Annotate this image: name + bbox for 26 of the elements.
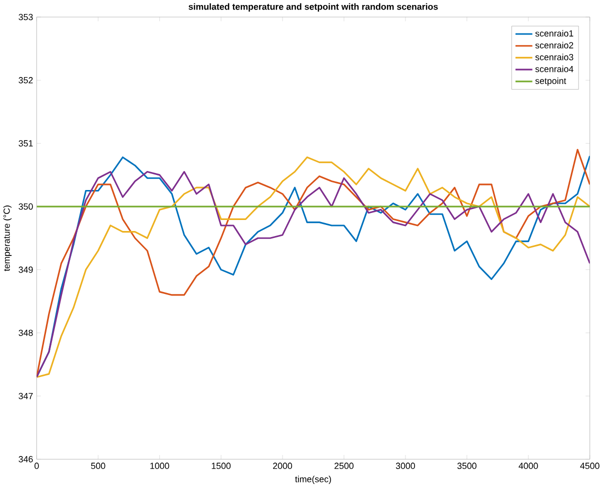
x-tick-label: 500 xyxy=(91,462,106,469)
y-tick-label: 353 xyxy=(18,14,33,20)
x-tick-label: 3000 xyxy=(396,462,415,469)
legend-label: scenraio1 xyxy=(535,30,574,36)
legend-label: setpoint xyxy=(535,77,566,86)
x-tick-label: 4500 xyxy=(580,462,600,469)
y-tick-label: 346 xyxy=(18,456,33,462)
x-axis-title: time(sec) xyxy=(295,476,331,484)
legend-label: scenraio2 xyxy=(535,42,574,48)
legend-label: scenraio3 xyxy=(535,54,574,60)
x-tick-label: 2000 xyxy=(273,462,292,469)
x-tick-label: 1500 xyxy=(212,462,231,469)
chart-title: simulated temperature and setpoint with random scenarios xyxy=(188,3,438,12)
x-tick-label: 3500 xyxy=(457,462,476,469)
y-tick-label: 350 xyxy=(18,203,33,210)
x-tick-label: 0 xyxy=(34,462,39,469)
x-tick-label: 2500 xyxy=(334,462,354,469)
y-tick-label: 349 xyxy=(18,266,33,273)
x-tick-label: 1000 xyxy=(150,462,170,469)
y-tick-label: 347 xyxy=(18,392,33,400)
x-tick-label: 4000 xyxy=(518,462,538,469)
y-axis-title: temperature (°C) xyxy=(3,205,12,271)
y-tick-label: 348 xyxy=(18,330,33,336)
legend-label: scenraio4 xyxy=(535,65,574,72)
y-tick-label: 351 xyxy=(18,140,33,146)
y-tick-label: 352 xyxy=(18,76,33,84)
